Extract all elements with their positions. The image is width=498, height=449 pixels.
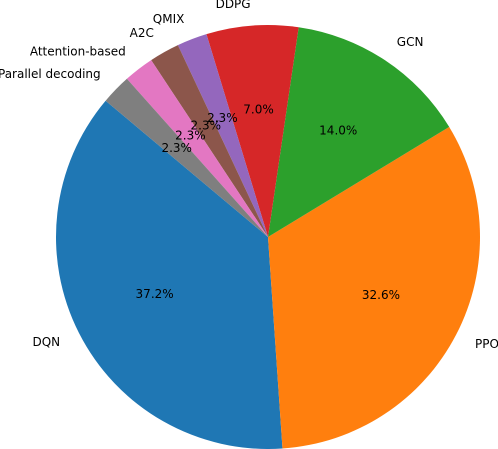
pie-slice	[206, 25, 299, 238]
value-label: 14.0%	[319, 123, 357, 137]
pie-slice	[268, 27, 450, 237]
slice-label: QMIX	[153, 12, 185, 26]
value-label: 2.3%	[175, 129, 206, 143]
pie-slice	[56, 100, 283, 449]
pie-slice	[268, 126, 481, 449]
slice-label: DQN	[32, 335, 60, 349]
value-label: 32.6%	[362, 288, 400, 302]
slice-label: Attention-based	[30, 45, 126, 59]
value-label: 2.3%	[191, 119, 222, 133]
slice-label: A2C	[130, 26, 154, 40]
slice-label: PPO	[475, 337, 498, 351]
value-label: 2.3%	[161, 141, 192, 155]
value-label: 2.3%	[207, 111, 238, 125]
pie-slice	[126, 60, 268, 238]
slice-label: Parallel decoding	[0, 67, 101, 81]
pie-slice	[177, 34, 268, 238]
value-label: 37.2%	[136, 287, 174, 301]
value-label: 7.0%	[243, 103, 274, 117]
pie-slice	[105, 78, 269, 238]
slice-label: DDPG	[216, 0, 251, 11]
pie-slice	[151, 45, 268, 237]
slice-label: GCN	[397, 35, 424, 49]
